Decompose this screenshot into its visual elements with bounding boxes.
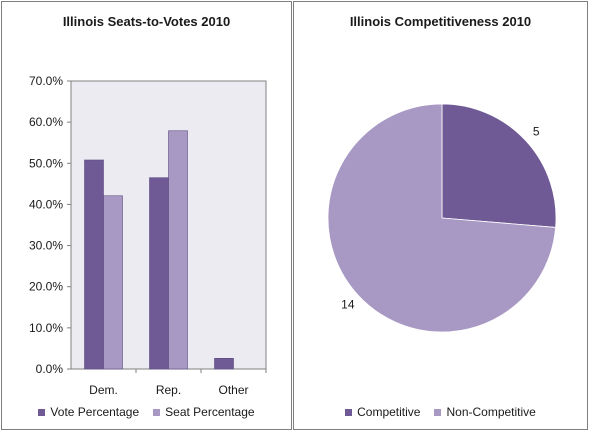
y-tick-label: 40.0% bbox=[29, 197, 63, 211]
bar-chart: 0.0% 10.0% 20.0% 30.0% 40.0% 50.0% 60.0% 70.0% D… bbox=[29, 74, 267, 397]
legend-swatch-vote bbox=[38, 408, 46, 416]
pie-slice-competitive bbox=[441, 103, 557, 228]
legend-swatch-seat bbox=[153, 408, 161, 416]
legend-item-competitive: Competitive bbox=[345, 405, 420, 419]
legend-label-seat: Seat Percentage bbox=[165, 405, 255, 419]
legend-swatch-competitive bbox=[345, 408, 353, 416]
y-tick-label: 0.0% bbox=[36, 362, 64, 376]
bar-chart-panel: Illinois Seats-to-Votes 2010 0.0% 10.0% 20… bbox=[1, 1, 292, 430]
bar-seat-percentage bbox=[103, 195, 123, 370]
y-tick-label: 60.0% bbox=[29, 115, 63, 129]
pie-slice-non-competitive bbox=[327, 103, 557, 333]
legend-label-non-competitive: Non-Competitive bbox=[446, 405, 536, 419]
legend-label-vote: Vote Percentage bbox=[50, 405, 140, 419]
bar-chart-title: Illinois Seats-to-Votes 2010 bbox=[62, 14, 231, 29]
y-tick-label: 10.0% bbox=[29, 321, 63, 335]
pie-chart-legend: Competitive Non-Competitive bbox=[294, 405, 587, 419]
y-tick-label: 50.0% bbox=[29, 156, 63, 170]
legend-label-competitive: Competitive bbox=[357, 405, 421, 419]
pie-chart-panel: Illinois Competitiveness 2010 5 14 Compet… bbox=[293, 1, 588, 430]
y-tick-label: 30.0% bbox=[29, 239, 63, 253]
bar-vote-percentage bbox=[214, 358, 234, 370]
pie-chart-title: Illinois Competitiveness 2010 bbox=[349, 14, 532, 29]
x-tick-label: Other bbox=[218, 383, 248, 397]
legend-item-non-competitive: Non-Competitive bbox=[434, 405, 536, 419]
legend-item-vote: Vote Percentage bbox=[38, 405, 139, 419]
bar-seat-percentage bbox=[168, 130, 188, 370]
x-tick-label: Rep. bbox=[156, 383, 181, 397]
bar-chart-legend: Vote Percentage Seat Percentage bbox=[2, 405, 291, 419]
y-tick-label: 70.0% bbox=[29, 74, 63, 88]
y-tick-label: 20.0% bbox=[29, 280, 63, 294]
legend-item-seat: Seat Percentage bbox=[153, 405, 255, 419]
bar-vote-percentage bbox=[149, 177, 169, 370]
pie-data-label-non-competitive: 14 bbox=[341, 298, 355, 312]
pie-data-label-competitive: 5 bbox=[533, 124, 540, 138]
bar-vote-percentage bbox=[84, 159, 104, 370]
x-tick-label: Dem. bbox=[89, 383, 118, 397]
pie-chart: 5 14 bbox=[327, 103, 557, 333]
legend-swatch-non-competitive bbox=[434, 408, 442, 416]
